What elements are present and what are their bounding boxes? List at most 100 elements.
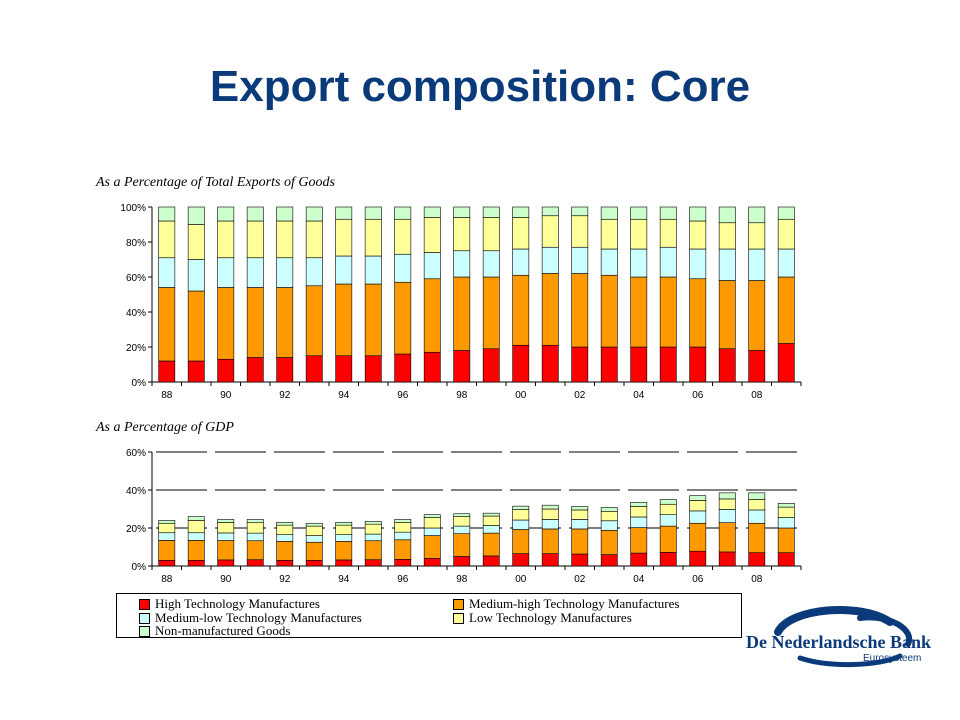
bar-segment-high-tech-91 — [246, 559, 264, 567]
bar-segment-low-tech-05 — [659, 503, 677, 515]
bar-segment-medium-low-tech-96 — [394, 253, 412, 283]
bar-segment-medium-high-tech-07 — [718, 280, 736, 350]
x-tick-label: 94 — [338, 390, 350, 401]
bar-segment-medium-high-tech-90 — [217, 287, 235, 360]
bar-segment-medium-low-tech-89 — [187, 532, 205, 541]
bar-segment-low-tech-90 — [217, 220, 235, 259]
bar-segment-non-manufactured-97 — [423, 206, 441, 218]
bar-segment-high-tech-09 — [777, 343, 795, 383]
bar-segment-low-tech-88 — [158, 220, 176, 259]
bar-segment-low-tech-06 — [689, 220, 707, 250]
bar-segment-low-tech-94 — [335, 524, 353, 535]
bar-segment-low-tech-91 — [246, 220, 264, 259]
bar-segment-medium-high-tech-02 — [571, 528, 589, 555]
bar-segment-high-tech-03 — [600, 346, 618, 383]
y-tick-label: 80% — [126, 238, 146, 249]
bar-segment-low-tech-03 — [600, 218, 618, 250]
x-tick-label: 88 — [161, 574, 173, 585]
bar-segment-medium-high-tech-03 — [600, 529, 618, 555]
bar-segment-high-tech-01 — [541, 553, 559, 567]
bar-segment-low-tech-08 — [748, 499, 766, 511]
legend-label-low-tech: Low Technology Manufactures — [469, 610, 632, 625]
bar-segment-non-manufactured-88 — [158, 206, 176, 222]
bar-segment-medium-low-tech-90 — [217, 257, 235, 288]
x-tick-label: 98 — [456, 574, 468, 585]
bar-segment-medium-low-tech-95 — [364, 255, 382, 285]
bar-segment-medium-low-tech-00 — [512, 248, 530, 276]
bar-segment-non-manufactured-98 — [453, 206, 471, 218]
bar-segment-medium-high-tech-95 — [364, 283, 382, 357]
bar-segment-medium-low-tech-91 — [246, 532, 264, 542]
bar-segment-medium-high-tech-07 — [718, 522, 736, 553]
bar-segment-high-tech-03 — [600, 554, 618, 567]
y-tick-label: 20% — [126, 524, 146, 535]
bar-segment-medium-high-tech-00 — [512, 529, 530, 554]
y-tick-label: 20% — [126, 343, 146, 354]
bar-segment-non-manufactured-02 — [571, 206, 589, 217]
bar-segment-low-tech-96 — [394, 218, 412, 255]
x-tick-label: 04 — [633, 390, 645, 401]
legend-swatch-high-tech — [139, 598, 150, 610]
bar-segment-high-tech-89 — [187, 559, 205, 567]
bar-segment-high-tech-89 — [187, 360, 205, 383]
bar-segment-low-tech-03 — [600, 510, 618, 522]
bar-segment-high-tech-94 — [335, 355, 353, 383]
bar-segment-non-manufactured-04 — [630, 502, 648, 507]
bar-segment-low-tech-93 — [305, 525, 323, 536]
x-tick-label: 96 — [397, 390, 409, 401]
x-tick-label: 92 — [279, 574, 291, 585]
bar-segment-non-manufactured-96 — [394, 519, 412, 523]
bar-segment-low-tech-00 — [512, 217, 530, 250]
bar-segment-low-tech-07 — [718, 222, 736, 250]
legend-swatch-low-tech — [453, 612, 464, 624]
bar-segment-high-tech-92 — [276, 357, 294, 383]
bar-segment-medium-high-tech-05 — [659, 276, 677, 348]
bar-segment-medium-high-tech-96 — [394, 539, 412, 560]
bar-segment-non-manufactured-93 — [305, 206, 323, 222]
x-tick-label: 00 — [515, 390, 527, 401]
bar-segment-medium-low-tech-99 — [482, 250, 500, 278]
bar-segment-low-tech-09 — [777, 506, 795, 518]
bar-segment-low-tech-95 — [364, 218, 382, 257]
bar-segment-medium-high-tech-92 — [276, 540, 294, 561]
bar-segment-medium-high-tech-94 — [335, 283, 353, 357]
bar-segment-non-manufactured-01 — [541, 504, 559, 510]
bar-segment-medium-high-tech-99 — [482, 276, 500, 350]
bar-segment-medium-high-tech-89 — [187, 540, 205, 561]
bar-segment-non-manufactured-96 — [394, 206, 412, 220]
bar-segment-high-tech-95 — [364, 355, 382, 383]
bar-segment-non-manufactured-03 — [600, 206, 618, 220]
bar-segment-medium-low-tech-97 — [423, 252, 441, 280]
bar-segment-medium-low-tech-07 — [718, 248, 736, 281]
bar-segment-medium-low-tech-93 — [305, 257, 323, 287]
bar-segment-medium-high-tech-98 — [453, 276, 471, 351]
bar-segment-non-manufactured-03 — [600, 507, 618, 512]
bar-segment-medium-low-tech-04 — [630, 516, 648, 528]
bar-segment-medium-high-tech-05 — [659, 525, 677, 553]
bar-segment-low-tech-01 — [541, 508, 559, 520]
bar-segment-non-manufactured-91 — [246, 519, 264, 523]
bar-segment-low-tech-97 — [423, 217, 441, 253]
bar-segment-non-manufactured-94 — [335, 206, 353, 220]
legend-label-medium-low-tech: Medium-low Technology Manufactures — [155, 610, 362, 625]
x-tick-label: 04 — [633, 574, 645, 585]
bar-segment-non-manufactured-98 — [453, 513, 471, 517]
bar-segment-medium-high-tech-00 — [512, 274, 530, 346]
bar-segment-high-tech-91 — [246, 357, 264, 383]
bar-segment-low-tech-94 — [335, 218, 353, 257]
bar-segment-low-tech-07 — [718, 498, 736, 510]
slide-title: Export composition: Core — [209, 62, 751, 111]
chart-legend: High Technology Manufactures Medium-high… — [116, 593, 742, 638]
y-tick-label: 40% — [126, 486, 146, 497]
bar-segment-high-tech-99 — [482, 348, 500, 383]
bar-segment-high-tech-02 — [571, 553, 589, 567]
logo-name: De Nederlandsche Bank — [746, 632, 932, 652]
bar-segment-non-manufactured-95 — [364, 206, 382, 220]
bar-segment-medium-high-tech-01 — [541, 528, 559, 554]
bar-segment-non-manufactured-97 — [423, 514, 441, 518]
y-tick-label: 100% — [120, 203, 146, 214]
bar-segment-non-manufactured-90 — [217, 519, 235, 523]
bar-segment-high-tech-96 — [394, 353, 412, 383]
bar-segment-low-tech-04 — [630, 506, 648, 518]
